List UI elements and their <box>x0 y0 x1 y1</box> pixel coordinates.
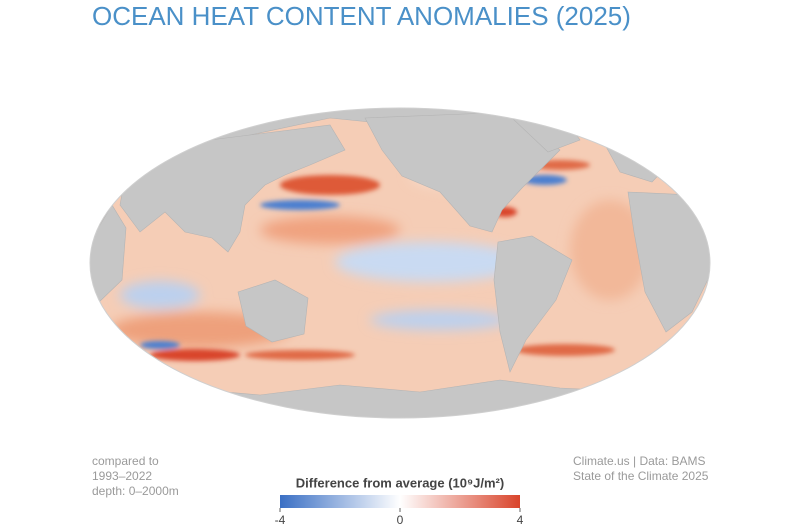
colorbar-tick-label: 4 <box>517 513 524 527</box>
note: compared to 1993–2022 depth: 0–2000m <box>92 454 179 498</box>
note-line: compared to <box>92 454 159 468</box>
credit-line: State of the Climate 2025 <box>573 469 709 483</box>
colorbar <box>280 495 520 508</box>
map <box>90 108 710 418</box>
title: OCEAN HEAT CONTENT ANOMALIES (2025) <box>92 1 631 31</box>
colorbar-tick-label: -4 <box>275 513 286 527</box>
credit: Climate.us | Data: BAMS State of the Cli… <box>573 454 709 483</box>
credit-line: Climate.us | Data: BAMS <box>573 454 706 468</box>
colorbar-tick-label: 0 <box>397 513 404 527</box>
legend-title: Difference from average (10⁹J/m²) <box>296 475 504 490</box>
note-line: 1993–2022 <box>92 469 152 483</box>
note-line: depth: 0–2000m <box>92 484 179 498</box>
